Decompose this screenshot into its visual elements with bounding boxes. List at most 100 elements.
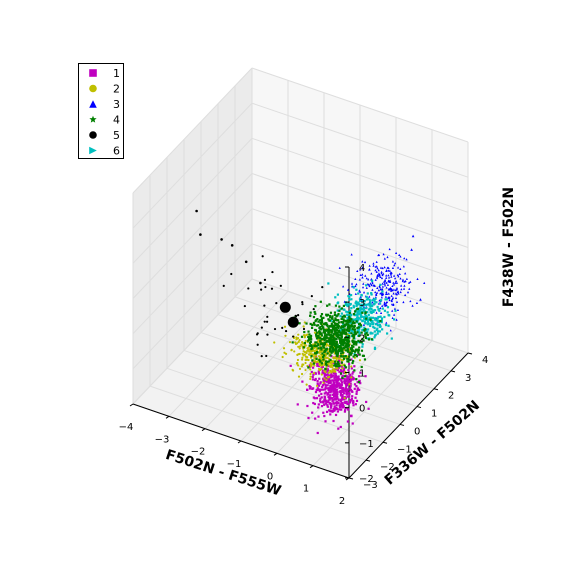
data-point	[362, 339, 365, 342]
data-point	[332, 350, 335, 353]
data-point	[390, 299, 393, 303]
data-point	[363, 320, 366, 323]
y-tick	[348, 477, 354, 480]
data-point	[357, 292, 360, 295]
data-point	[308, 387, 312, 390]
data-point	[328, 374, 331, 377]
data-point	[388, 298, 391, 302]
data-point	[309, 344, 313, 347]
data-point	[348, 327, 351, 330]
data-point	[347, 334, 350, 338]
data-point	[393, 313, 396, 316]
data-point	[328, 303, 331, 306]
data-point	[314, 354, 317, 357]
data-point	[377, 269, 380, 272]
data-point	[385, 292, 389, 295]
data-point	[355, 283, 358, 286]
data-point	[394, 277, 397, 280]
data-point	[387, 287, 390, 291]
data-point	[347, 388, 350, 391]
data-point	[339, 339, 342, 342]
data-point	[329, 360, 332, 363]
data-point	[390, 337, 393, 340]
data-point	[326, 367, 329, 370]
data-point	[326, 380, 329, 383]
data-point	[336, 377, 340, 380]
data-point	[351, 395, 354, 398]
data-point	[334, 352, 338, 355]
z-tick-label: 2	[359, 333, 365, 344]
data-point	[297, 364, 300, 367]
data-point	[373, 346, 377, 349]
data-point	[348, 317, 352, 320]
data-point	[374, 318, 377, 321]
data-point	[328, 409, 331, 412]
data-point	[320, 396, 323, 399]
data-point	[368, 316, 372, 319]
data-point	[336, 379, 340, 382]
data-point	[306, 347, 309, 350]
left-gridline	[132, 173, 253, 299]
data-point	[340, 365, 343, 368]
data-point	[349, 399, 352, 402]
z-tick-label: −2	[359, 474, 374, 485]
data-point	[380, 320, 383, 324]
data-point	[392, 288, 396, 291]
data-point	[339, 393, 343, 396]
data-point	[350, 349, 353, 352]
data-point	[247, 287, 250, 290]
data-point	[355, 392, 358, 396]
data-point	[319, 360, 322, 363]
data-point	[358, 388, 361, 391]
data-point	[309, 377, 312, 381]
data-point	[370, 292, 373, 295]
data-point	[320, 404, 324, 408]
data-point	[366, 311, 369, 314]
data-point	[380, 270, 383, 273]
data-point	[329, 342, 332, 345]
data-point	[317, 388, 321, 391]
data-point	[353, 334, 356, 337]
data-point	[364, 318, 368, 322]
data-point	[409, 280, 412, 283]
data-point	[314, 312, 317, 315]
data-point	[348, 313, 352, 316]
data-point	[354, 340, 358, 344]
data-point	[332, 385, 335, 389]
data-point	[319, 382, 322, 385]
back-gridline	[251, 102, 469, 178]
data-point	[351, 422, 354, 425]
data-point	[356, 326, 359, 330]
data-point	[373, 300, 376, 303]
data-point	[390, 289, 393, 292]
data-point	[333, 313, 336, 317]
data-point	[349, 351, 352, 354]
data-point	[342, 355, 345, 358]
back-gridline	[251, 208, 469, 284]
data-point	[351, 361, 354, 365]
data-point	[300, 335, 304, 338]
data-point	[344, 336, 347, 340]
back-gridline	[251, 243, 469, 319]
data-point	[331, 338, 334, 342]
data-point	[406, 290, 410, 294]
data-point	[306, 388, 309, 391]
data-point	[332, 326, 335, 329]
data-point	[346, 325, 350, 328]
data-point	[355, 313, 358, 317]
data-point	[323, 336, 326, 339]
data-point	[356, 329, 359, 332]
data-point	[322, 400, 325, 403]
z-tick-label: 1	[359, 369, 365, 380]
data-point	[346, 303, 350, 306]
data-point	[309, 375, 312, 378]
data-point	[311, 349, 314, 352]
data-point	[322, 316, 325, 319]
data-point	[340, 326, 343, 329]
data-point	[322, 372, 325, 375]
data-point	[296, 403, 299, 406]
data-point	[400, 288, 403, 291]
data-point	[308, 350, 311, 353]
data-point	[328, 340, 331, 344]
data-point	[320, 320, 323, 323]
